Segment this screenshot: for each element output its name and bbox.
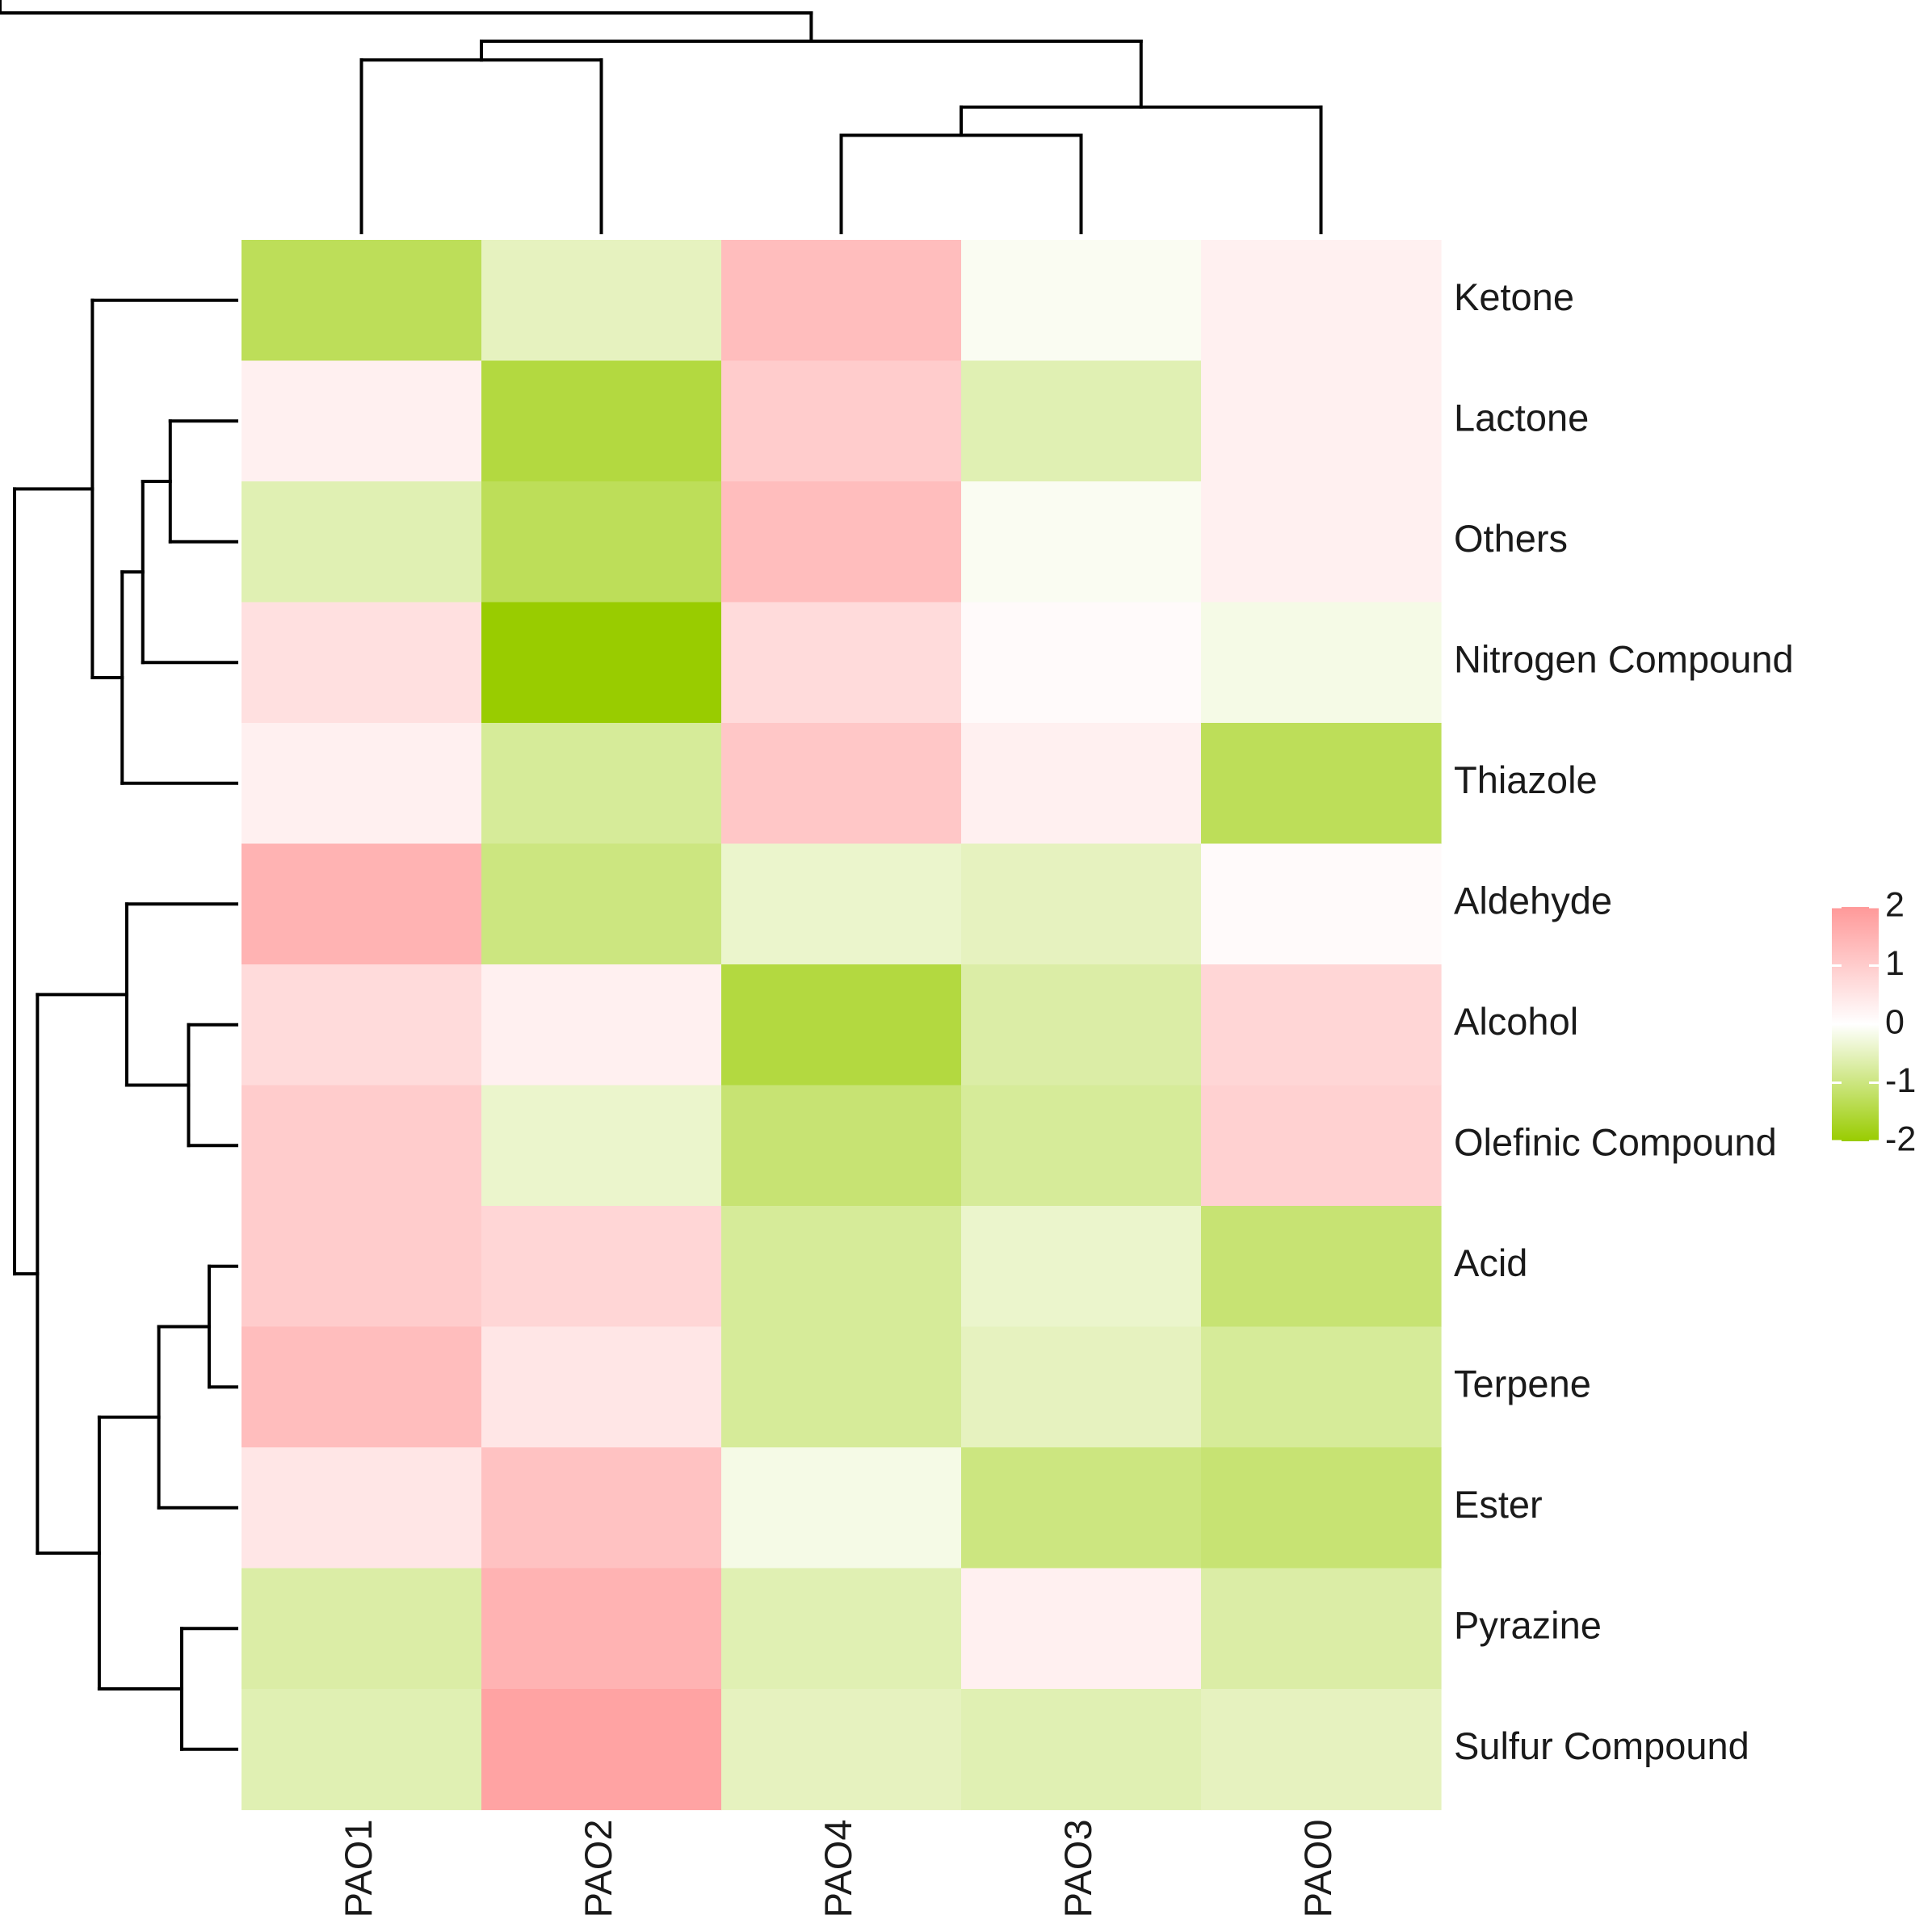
heatmap-cell-pyrazine-pao1 xyxy=(242,1568,482,1690)
column-label: PAO4 xyxy=(817,1820,859,1918)
color-legend: 2 1 0 -1 -2 xyxy=(1832,885,1916,1158)
column-label: PAO1 xyxy=(337,1820,380,1918)
heatmap-cell-sulfur-compound-pao2 xyxy=(481,1689,722,1811)
heatmap-cell-thiazole-pao3 xyxy=(961,723,1202,845)
heatmap-cell-lactone-pao3 xyxy=(961,360,1202,482)
column-labels: PAO1 PAO2 PAO4 PAO3 PAO0 xyxy=(337,1820,1339,1918)
heatmap-cell-sulfur-compound-pao1 xyxy=(242,1689,482,1811)
heatmap-cell-alcohol-pao3 xyxy=(961,964,1202,1086)
column-dendrogram xyxy=(0,0,1323,234)
heatmap-cell-sulfur-compound-pao0 xyxy=(1201,1689,1442,1811)
heatmap-cell-terpene-pao4 xyxy=(721,1326,962,1448)
heatmap-cell-acid-pao0 xyxy=(1201,1206,1442,1328)
row-labels: Ketone Lactone Others Nitrogen Compound Thia… xyxy=(1454,275,1794,1767)
heatmap-cell-sulfur-compound-pao4 xyxy=(721,1689,962,1811)
row-label: Acid xyxy=(1454,1241,1527,1284)
heatmap-cell-olefinic-compound-pao0 xyxy=(1201,1085,1442,1207)
heatmap-cell-nitrogen-compound-pao0 xyxy=(1201,602,1442,724)
heatmap-cell-terpene-pao1 xyxy=(242,1326,482,1448)
heatmap-cell-lactone-pao4 xyxy=(721,360,962,482)
row-label: Sulfur Compound xyxy=(1454,1724,1749,1767)
row-label: Alcohol xyxy=(1454,1000,1578,1043)
row-label: Pyrazine xyxy=(1454,1604,1602,1647)
heatmap-cell-aldehyde-pao0 xyxy=(1201,843,1442,965)
heatmap-cell-thiazole-pao1 xyxy=(242,723,482,845)
legend-tick-label: -2 xyxy=(1885,1119,1916,1158)
row-dendrogram xyxy=(13,298,238,1751)
legend-tick-label: 1 xyxy=(1885,944,1905,983)
heatmap-cell-alcohol-pao4 xyxy=(721,964,962,1086)
legend-tick-label: 0 xyxy=(1885,1002,1905,1041)
heatmap-cell-alcohol-pao0 xyxy=(1201,964,1442,1086)
heatmap-cell-ester-pao2 xyxy=(481,1447,722,1569)
heatmap-cell-others-pao0 xyxy=(1201,481,1442,603)
heatmap-cell-terpene-pao0 xyxy=(1201,1326,1442,1448)
heatmap-cell-olefinic-compound-pao3 xyxy=(961,1085,1202,1207)
heatmap-cell-aldehyde-pao1 xyxy=(242,843,482,965)
heatmap-cell-terpene-pao3 xyxy=(961,1326,1202,1448)
heatmap-cell-others-pao2 xyxy=(481,481,722,603)
heatmap-cell-alcohol-pao1 xyxy=(242,964,482,1086)
heatmap-cell-alcohol-pao2 xyxy=(481,964,722,1086)
heatmap-cell-ester-pao4 xyxy=(721,1447,962,1569)
heatmap-cell-lactone-pao1 xyxy=(242,360,482,482)
heatmap-cell-ketone-pao1 xyxy=(242,240,482,362)
heatmap-cell-ester-pao1 xyxy=(242,1447,482,1569)
heatmap-cell-lactone-pao2 xyxy=(481,360,722,482)
column-label: PAO3 xyxy=(1056,1820,1099,1918)
heatmap-cell-aldehyde-pao4 xyxy=(721,843,962,965)
heatmap-cell-lactone-pao0 xyxy=(1201,360,1442,482)
heatmap-cell-olefinic-compound-pao1 xyxy=(242,1085,482,1207)
heatmap-cell-thiazole-pao0 xyxy=(1201,723,1442,845)
heatmap-cells xyxy=(242,240,1442,1811)
row-label: Aldehyde xyxy=(1454,880,1612,922)
heatmap-cell-ester-pao0 xyxy=(1201,1447,1442,1569)
heatmap-cell-nitrogen-compound-pao4 xyxy=(721,602,962,724)
heatmap-cell-acid-pao2 xyxy=(481,1206,722,1328)
heatmap-cell-pyrazine-pao2 xyxy=(481,1568,722,1690)
row-label: Nitrogen Compound xyxy=(1454,638,1794,681)
heatmap-cell-ketone-pao2 xyxy=(481,240,722,362)
heatmap-cell-aldehyde-pao3 xyxy=(961,843,1202,965)
heatmap-cell-acid-pao4 xyxy=(721,1206,962,1328)
heatmap-cell-sulfur-compound-pao3 xyxy=(961,1689,1202,1811)
row-label: Ketone xyxy=(1454,275,1574,318)
heatmap-cell-nitrogen-compound-pao3 xyxy=(961,602,1202,724)
heatmap-cell-pyrazine-pao3 xyxy=(961,1568,1202,1690)
heatmap-cell-thiazole-pao4 xyxy=(721,723,962,845)
row-label: Terpene xyxy=(1454,1363,1591,1405)
heatmap-cell-olefinic-compound-pao2 xyxy=(481,1085,722,1207)
heatmap-cell-acid-pao1 xyxy=(242,1206,482,1328)
heatmap-cell-terpene-pao2 xyxy=(481,1326,722,1448)
heatmap-cell-nitrogen-compound-pao1 xyxy=(242,602,482,724)
heatmap-cell-ketone-pao4 xyxy=(721,240,962,362)
heatmap-cell-others-pao3 xyxy=(961,481,1202,603)
heatmap-cell-others-pao1 xyxy=(242,481,482,603)
heatmap-cell-pyrazine-pao4 xyxy=(721,1568,962,1690)
heatmap-cell-others-pao4 xyxy=(721,481,962,603)
heatmap-cell-olefinic-compound-pao4 xyxy=(721,1085,962,1207)
column-label: PAO2 xyxy=(577,1820,620,1918)
legend-tick-label: -1 xyxy=(1885,1061,1916,1100)
heatmap-cell-pyrazine-pao0 xyxy=(1201,1568,1442,1690)
heatmap-cell-acid-pao3 xyxy=(961,1206,1202,1328)
legend-tick-label: 2 xyxy=(1885,885,1905,924)
row-label: Olefinic Compound xyxy=(1454,1121,1777,1164)
column-label: PAO0 xyxy=(1296,1820,1339,1918)
row-label: Thiazole xyxy=(1454,758,1598,801)
heatmap-cell-thiazole-pao2 xyxy=(481,723,722,845)
row-label: Lactone xyxy=(1454,397,1589,439)
heatmap-cell-ketone-pao0 xyxy=(1201,240,1442,362)
row-label: Ester xyxy=(1454,1483,1543,1526)
heatmap-cell-ketone-pao3 xyxy=(961,240,1202,362)
heatmap-cell-nitrogen-compound-pao2 xyxy=(481,602,722,724)
heatmap-cell-aldehyde-pao2 xyxy=(481,843,722,965)
heatmap-cell-ester-pao3 xyxy=(961,1447,1202,1569)
legend-ticks: 2 1 0 -1 -2 xyxy=(1832,885,1916,1158)
row-label: Others xyxy=(1454,517,1568,560)
